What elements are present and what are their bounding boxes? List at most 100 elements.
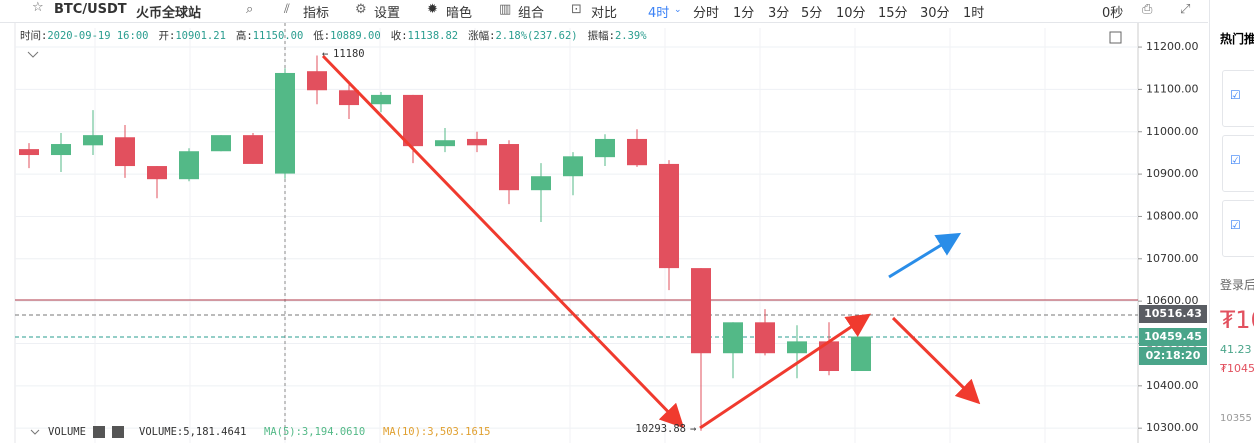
- chevron[interactable]: [30, 429, 40, 435]
- price-tag-bg: [1139, 328, 1207, 346]
- candle-body: [467, 138, 487, 146]
- toolbar-button[interactable]: 对比: [591, 6, 618, 21]
- y-tick-label: 10900.00: [1146, 167, 1199, 180]
- interval[interactable]: 30分: [920, 6, 950, 21]
- chevron: ⌄: [674, 5, 682, 15]
- icon: ⊡: [571, 2, 582, 17]
- toolbar-button[interactable]: 设置: [374, 6, 401, 21]
- low-annotation: 10293.88: [635, 423, 686, 435]
- candle-body: [179, 151, 199, 180]
- interval[interactable]: 1时: [963, 6, 985, 21]
- volume-value: VOLUME:5,181.4641: [139, 426, 246, 438]
- price-tag-bg: [1139, 347, 1207, 365]
- card[interactable]: [1222, 200, 1254, 257]
- candle-body: [371, 94, 391, 105]
- settings-icon[interactable]: [93, 426, 105, 438]
- drawn-arrow: [321, 54, 685, 429]
- star-icon[interactable]: ☆: [32, 0, 44, 15]
- sidebar: 热门推 ☑ ☑ ☑ 登录后 ₮10 41.23 ₮1045 10355: [1209, 0, 1254, 443]
- candle-body: [435, 140, 455, 147]
- countdown: 0秒: [1102, 6, 1124, 21]
- interval[interactable]: 分时: [693, 6, 720, 21]
- info-label: 收:: [390, 30, 408, 42]
- candle-body: [531, 176, 551, 191]
- y-tick-label: 10800.00: [1146, 209, 1199, 222]
- price-tag: 10516.43: [1144, 307, 1202, 320]
- low-marker: →: [690, 423, 696, 435]
- checkbox[interactable]: ☑: [1230, 153, 1241, 167]
- y-tick-label: 10600.00: [1146, 294, 1199, 307]
- candle-body: [627, 138, 647, 166]
- y-tick-label: 11100.00: [1146, 82, 1199, 95]
- candle-body: [659, 163, 679, 269]
- checkbox[interactable]: ☑: [1230, 88, 1241, 102]
- info-value: 11150.00: [252, 30, 304, 42]
- volume-bar: VOLUME VOLUME:5,181.4641 MA(5):3,194.061…: [30, 426, 490, 438]
- candle-body: [83, 135, 103, 146]
- info-value: 2020-09-19 16:00: [47, 30, 149, 42]
- fullscreen-icon[interactable]: ⤢: [1180, 2, 1191, 17]
- info-label: 高:: [235, 30, 253, 42]
- candle-body: [243, 135, 263, 164]
- candle-body: [115, 137, 135, 167]
- y-tick-label: 11200.00: [1146, 40, 1199, 53]
- checkbox[interactable]: ☑: [1230, 218, 1241, 232]
- interval[interactable]: 10分: [836, 6, 866, 21]
- sidebar-heading: 热门推: [1220, 32, 1254, 46]
- card[interactable]: [1222, 70, 1254, 127]
- info-label: 振幅:: [587, 30, 615, 42]
- y-tick-label: 11000.00: [1146, 125, 1199, 138]
- candle-body: [403, 94, 423, 147]
- change: 41.23: [1220, 343, 1252, 356]
- toolbar-button[interactable]: 暗色: [446, 6, 473, 21]
- interval[interactable]: 5分: [801, 6, 823, 21]
- collapse-icon[interactable]: [1109, 31, 1122, 44]
- candle-body: [819, 341, 839, 372]
- interval[interactable]: 1分: [733, 6, 755, 21]
- info-value: 11138.82: [407, 30, 459, 42]
- toolbar-button[interactable]: 组合: [518, 6, 545, 21]
- card[interactable]: [1222, 135, 1254, 192]
- price-tag: 10459.45: [1144, 330, 1202, 343]
- info-value: 10901.21: [175, 30, 226, 42]
- ma5: MA(5):3,194.0610: [264, 426, 365, 438]
- info-label: 开:: [158, 30, 176, 42]
- chart: 11200.00 11100.00 11000.00 10900.00 10800.00…: [14, 23, 1207, 443]
- toolbar-button[interactable]: 指标: [303, 6, 330, 21]
- y-tick-label: 10400.00: [1146, 379, 1199, 392]
- close-icon[interactable]: [112, 426, 124, 438]
- candle-body: [755, 322, 775, 354]
- candles: [19, 55, 871, 431]
- candle-body: [723, 322, 743, 354]
- drawn-arrow: [888, 232, 962, 279]
- interval[interactable]: 3分: [768, 6, 790, 21]
- candle-body: [211, 135, 231, 152]
- chevron[interactable]: [27, 51, 39, 58]
- price-tag: 02:18:20: [1146, 349, 1201, 362]
- camera-icon[interactable]: ⎙: [1142, 2, 1153, 17]
- toolbar: ☆ BTC/USDT 火币全球站 ⌕ ⫽ 指标 ⚙ 设置 ✹ 暗色 ▥ 组合 ⊡…: [0, 0, 1208, 23]
- icon: ⚙: [355, 2, 367, 17]
- price-tag-bg: [1139, 305, 1207, 323]
- search-icon[interactable]: ⌕: [246, 2, 254, 17]
- candle-body: [787, 341, 807, 354]
- drawn-arrow: [891, 316, 981, 405]
- candle-body: [851, 336, 871, 372]
- grid: 11200.00 11100.00 11000.00 10900.00 10800.00…: [15, 28, 1199, 443]
- sub-price: ₮1045: [1220, 362, 1254, 375]
- symbol[interactable]: BTC/USDT: [54, 2, 127, 17]
- info-bar: 时间:2020-09-19 16:00 开:10901.21 高:11150.00 低…: [20, 28, 657, 43]
- active-interval[interactable]: 4时: [648, 6, 670, 21]
- info-label: 涨幅:: [468, 30, 496, 42]
- bottom-value: 10355: [1220, 413, 1252, 424]
- icon: ▥: [499, 2, 512, 17]
- candle-body: [275, 72, 295, 174]
- y-tick-label: 10300.00: [1146, 421, 1199, 434]
- icon: ✹: [427, 2, 438, 17]
- volume-name: VOLUME: [48, 426, 86, 438]
- interval[interactable]: 15分: [878, 6, 908, 21]
- candle-body: [563, 156, 583, 177]
- high-annotation: 11180: [333, 48, 365, 60]
- icon: ⫽: [284, 2, 290, 17]
- candle-body: [595, 138, 615, 158]
